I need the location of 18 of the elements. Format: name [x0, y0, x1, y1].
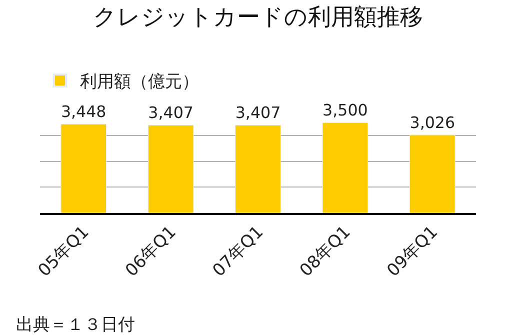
data-label: 3,026: [410, 112, 456, 132]
x-tick-label: 05年Q1: [34, 222, 94, 281]
x-tick-label: 06年Q1: [122, 222, 180, 281]
bar: [235, 124, 281, 213]
x-tick-label: 09年Q1: [383, 222, 442, 281]
source-note: 出典＝１３日付: [16, 315, 135, 335]
data-label: 3,407: [235, 102, 281, 122]
x-tick-label: 08年Q1: [296, 222, 355, 281]
data-label: 3,407: [148, 102, 194, 122]
bar: [322, 122, 368, 213]
legend-label: 利用額（億元）: [80, 72, 199, 92]
chart-title: クレジットカードの利用額推移: [93, 4, 423, 30]
x-tick-label: 07年Q1: [208, 222, 268, 281]
data-label: 3,448: [60, 102, 106, 121]
bar: [60, 124, 107, 213]
data-label: 3,500: [322, 100, 368, 120]
bar: [409, 134, 456, 213]
bar: [148, 124, 194, 213]
